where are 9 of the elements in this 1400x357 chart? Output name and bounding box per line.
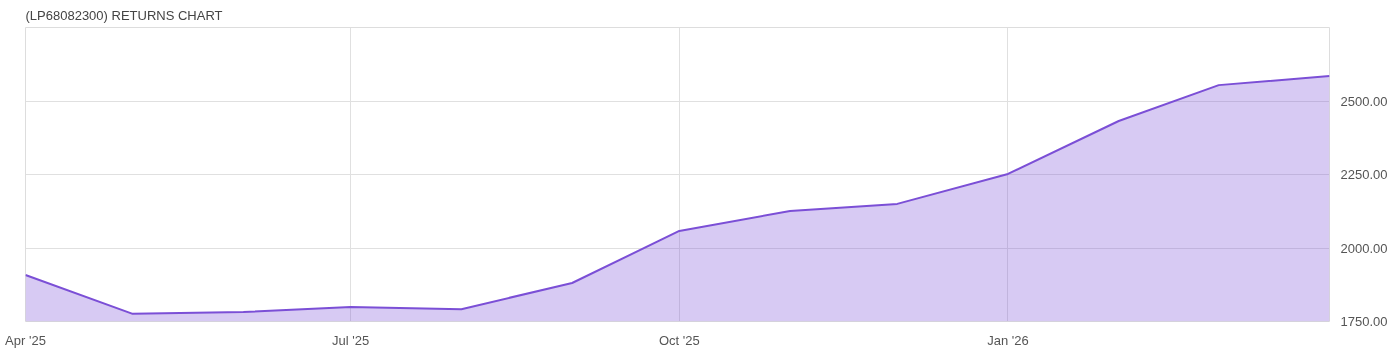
x-tick-label: Jan '26 bbox=[987, 332, 1029, 348]
x-tick-label: Oct '25 bbox=[658, 332, 700, 348]
y-tick-label: 2500.00 bbox=[1340, 93, 1388, 109]
y-tick-label: 2250.00 bbox=[1340, 167, 1388, 182]
chart-title: (LP68082300) RETURNS CHART bbox=[25, 7, 223, 23]
x-tick-label: Apr '25 bbox=[5, 332, 46, 348]
y-tick-label: 1750.00 bbox=[1340, 314, 1388, 329]
x-tick-label: Jul '25 bbox=[332, 332, 370, 348]
y-tick-label: 2000.00 bbox=[1340, 240, 1388, 256]
